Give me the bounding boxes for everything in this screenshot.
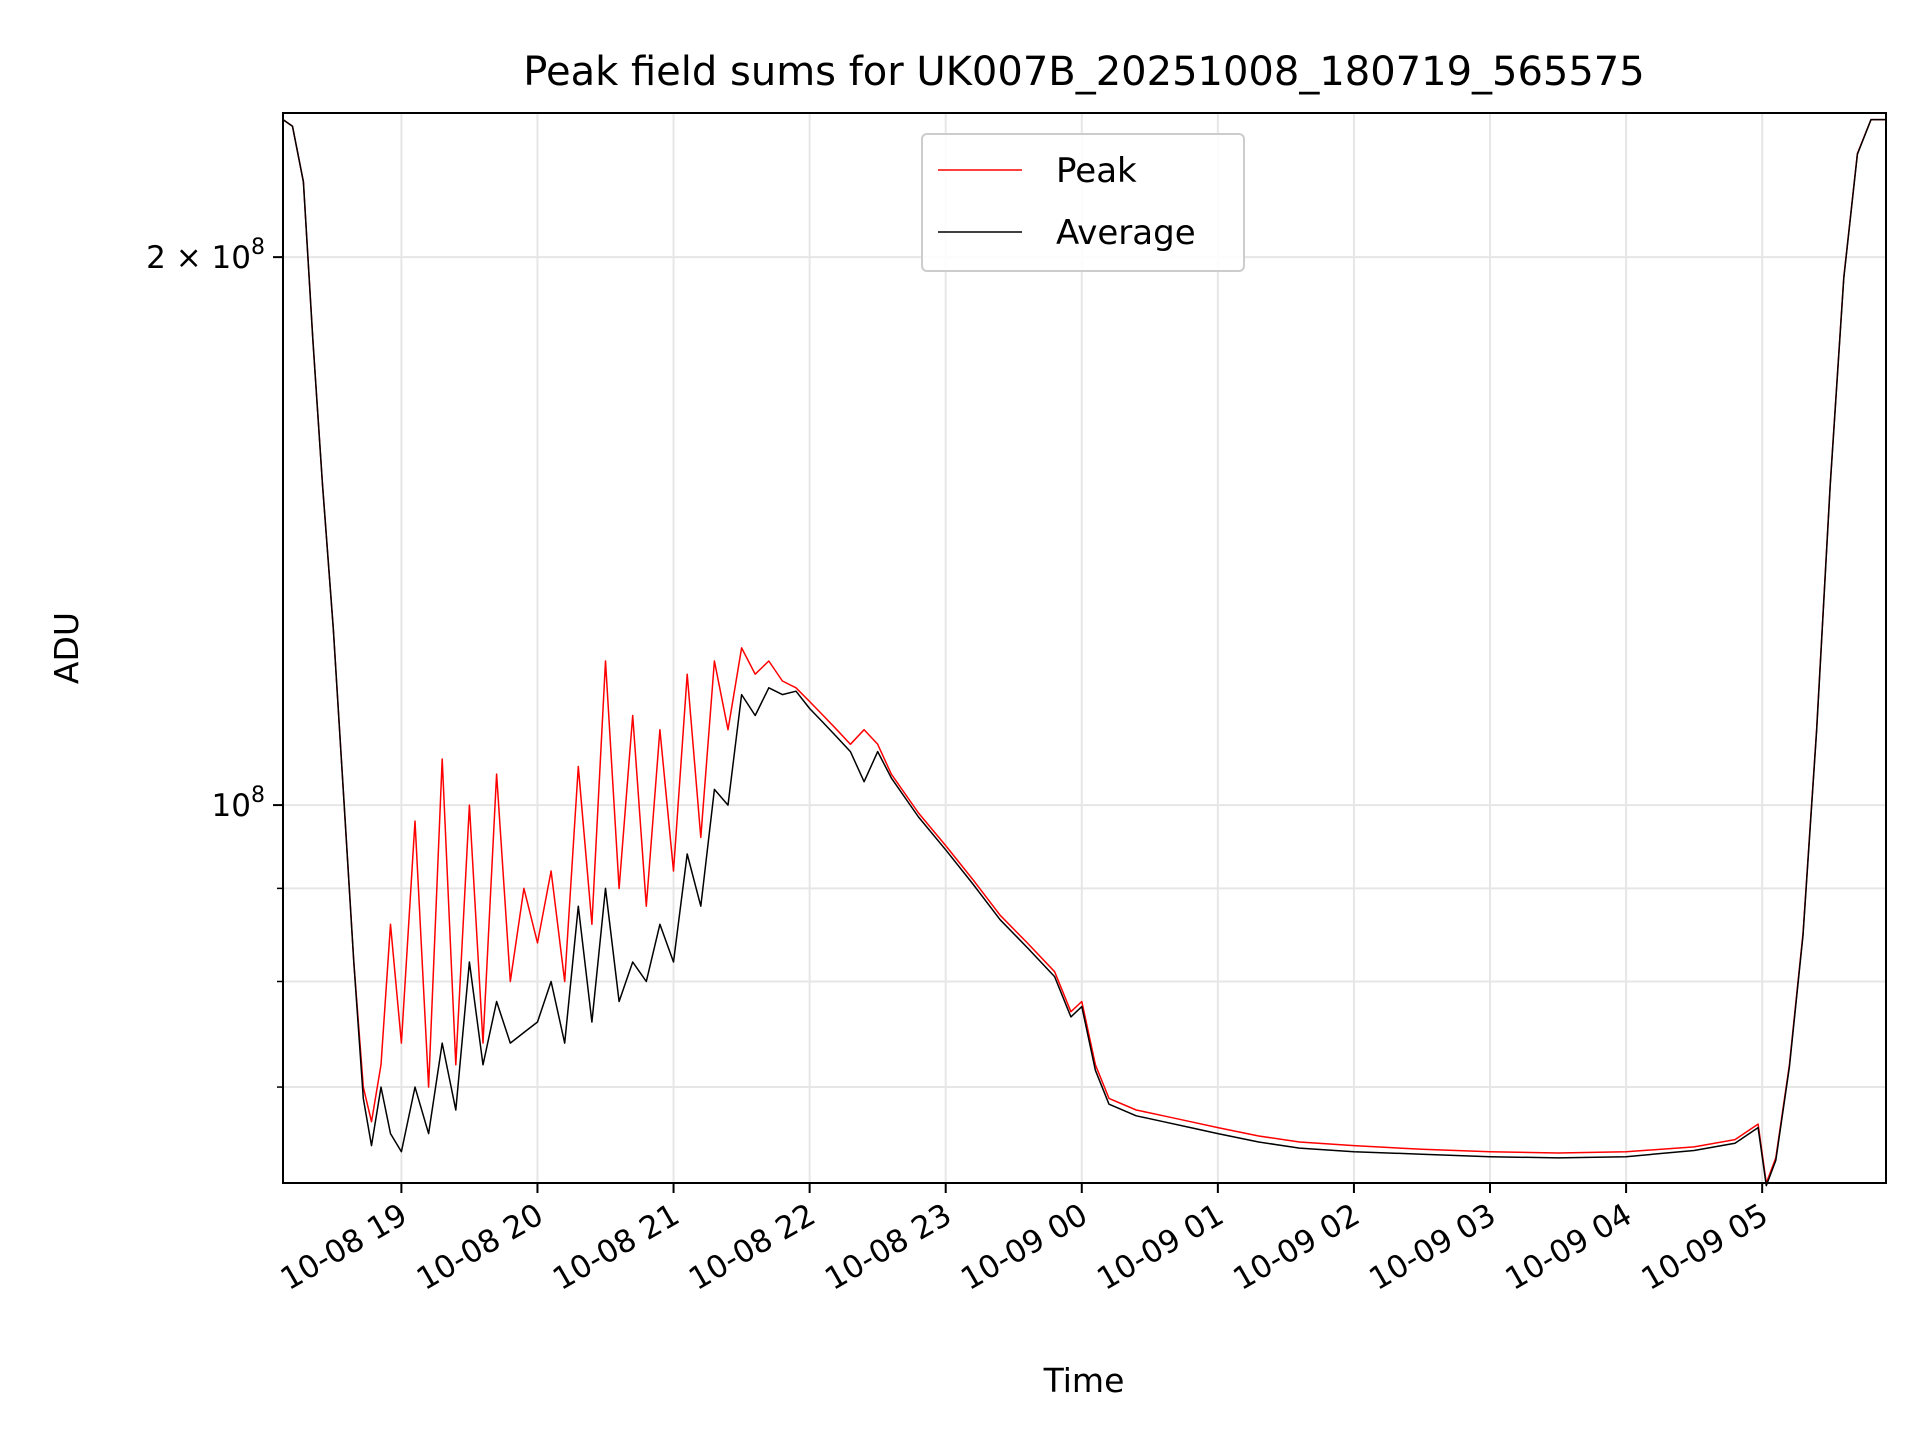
legend-label-peak: Peak: [1056, 151, 1137, 191]
series-line-average: [282, 118, 1886, 1187]
y-tick-label: 2 × 108: [146, 235, 265, 276]
chart-title: Peak field sums for UK007B_20251008_1807…: [523, 49, 1644, 95]
legend: Peak Average: [921, 133, 1245, 272]
legend-box: [921, 133, 1245, 272]
y-axis-label: ADU: [47, 612, 86, 684]
y-tick-label: 108: [212, 783, 265, 824]
series-group: [282, 118, 1886, 1187]
grid: [283, 113, 1886, 1183]
legend-label-average: Average: [1056, 213, 1196, 253]
x-axis-label: Time: [1043, 1361, 1125, 1400]
plot-frame: [282, 112, 1887, 1184]
series-line-peak: [282, 118, 1886, 1184]
